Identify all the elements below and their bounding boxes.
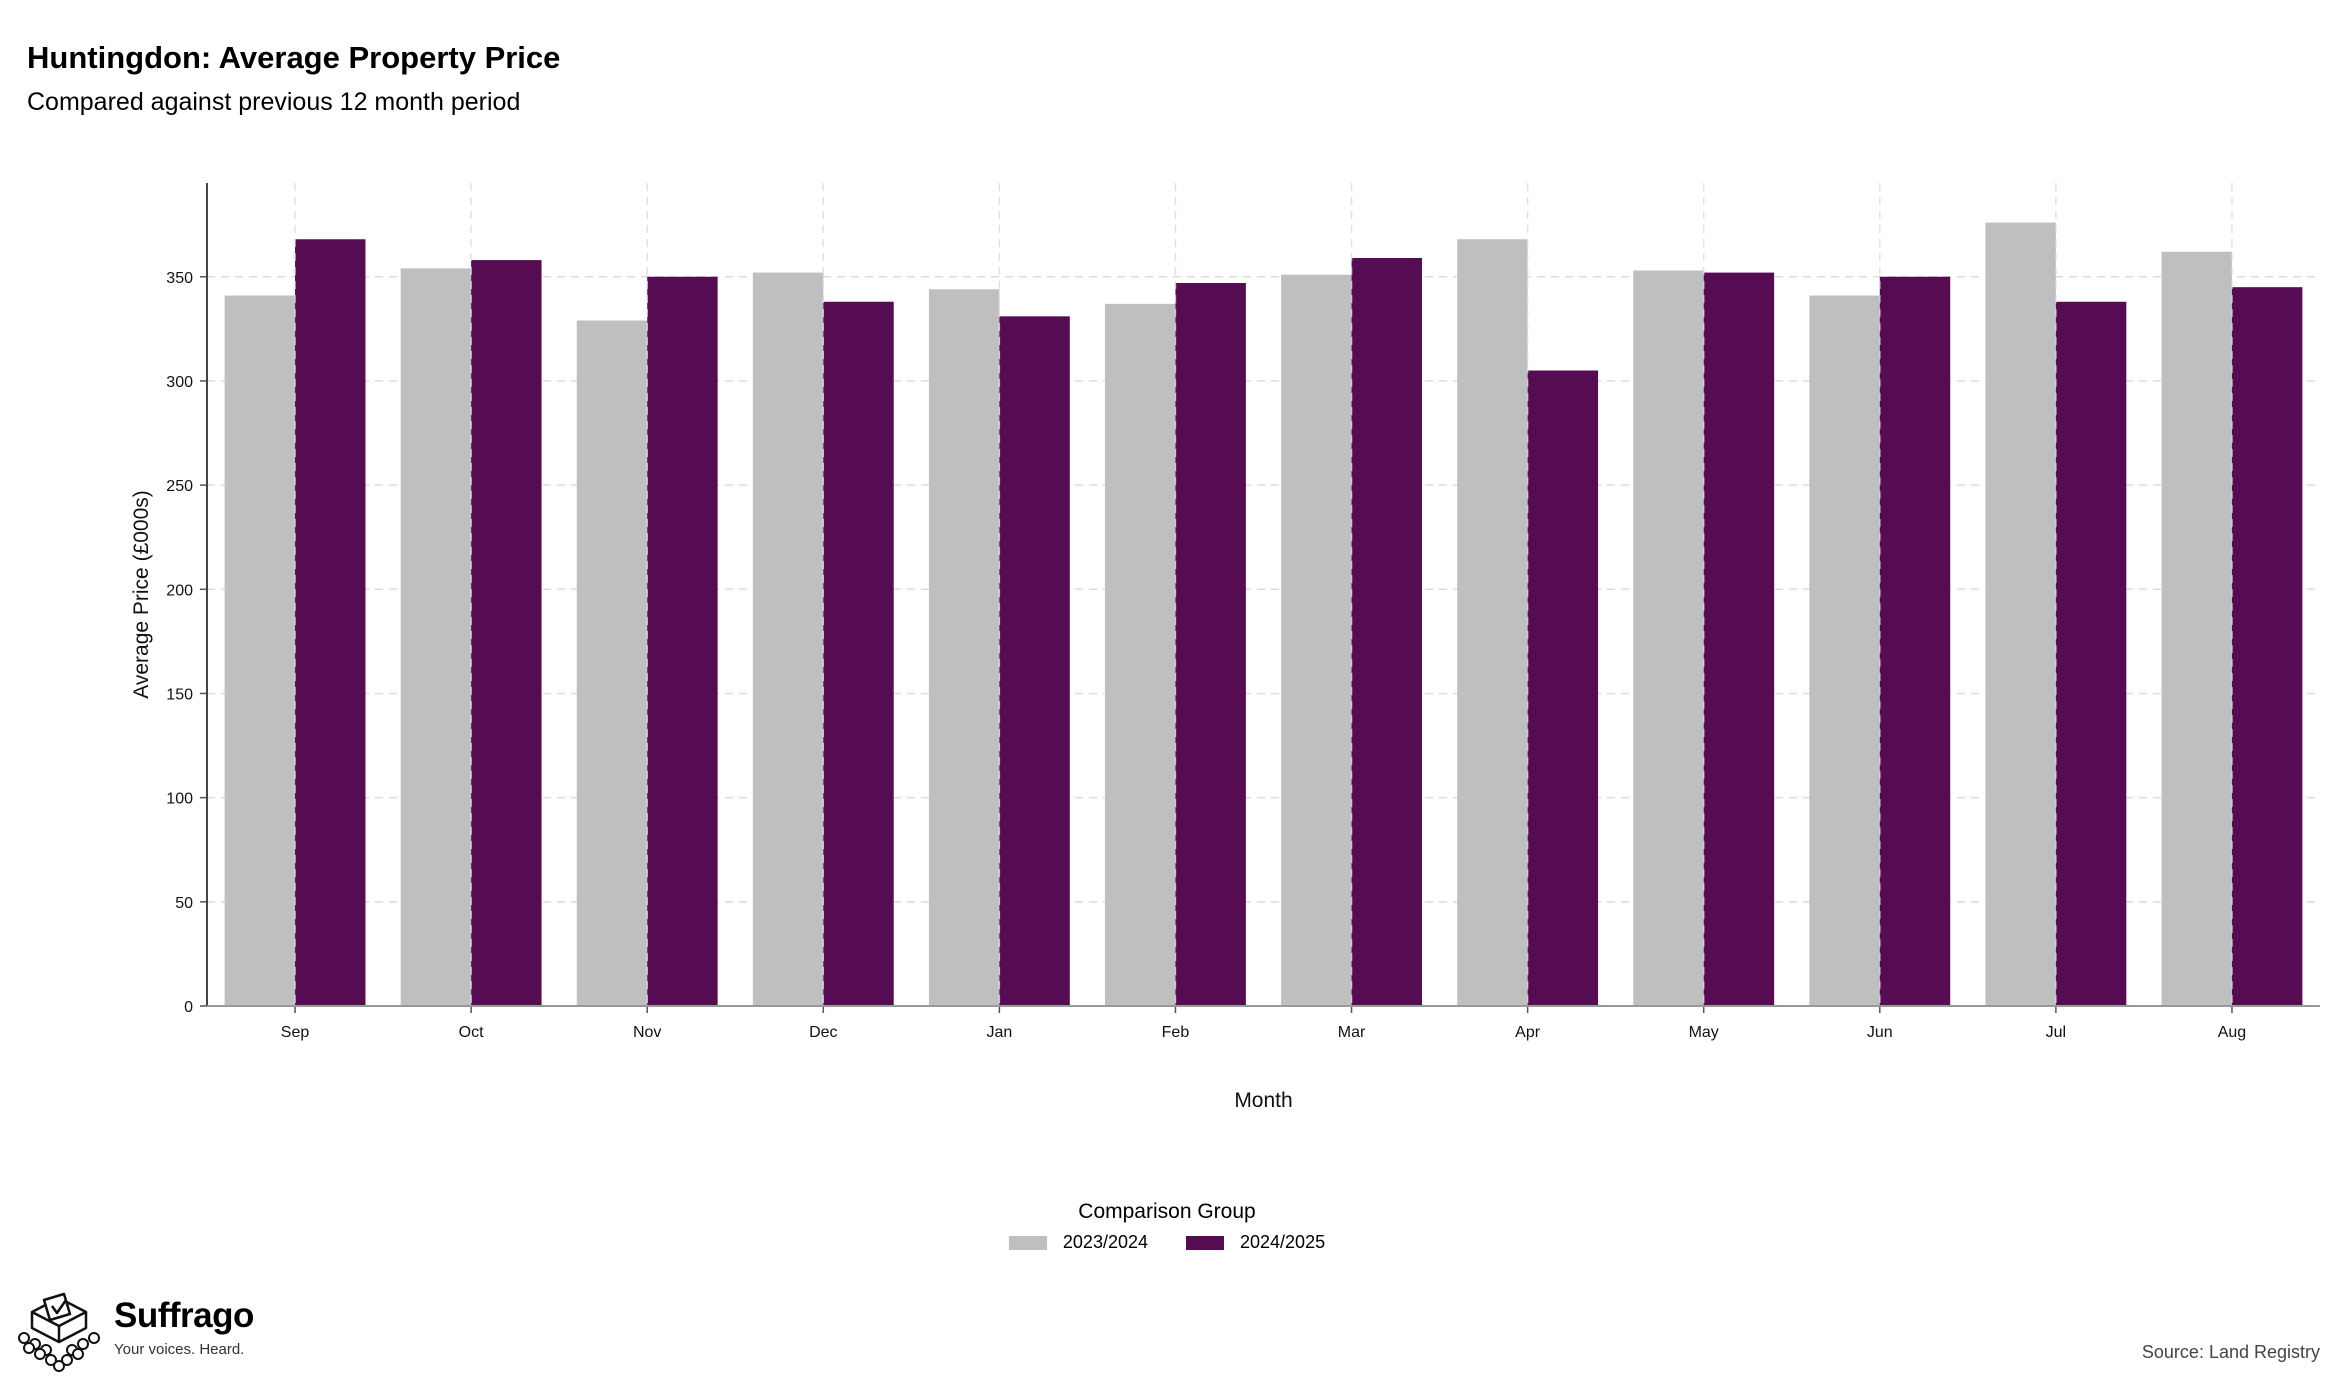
- bar-mar-2023-2024: [1281, 274, 1352, 1006]
- bar-jan-2023-2024: [928, 289, 1000, 1007]
- brand-tagline: Your voices. Heard.: [114, 1341, 245, 1358]
- x-tick-label: Dec: [809, 1024, 837, 1041]
- chart-subtitle: Compared against previous 12 month perio…: [27, 88, 521, 116]
- y-tick-label: 50: [175, 895, 193, 912]
- y-tick-label: 350: [166, 270, 193, 287]
- brand-name: Suffrago: [114, 1296, 254, 1335]
- bar-oct-2024-2025: [471, 260, 542, 1006]
- y-tick-label: 100: [166, 791, 193, 808]
- y-tick-label: 300: [166, 374, 193, 391]
- bar-jan-2024-2025: [999, 316, 1070, 1007]
- y-tick-label: 200: [166, 582, 193, 599]
- legend-items: 2023/2024 2024/2025: [0, 1232, 2334, 1253]
- bar-mar-2024-2025: [1351, 258, 1422, 1007]
- y-tick-label: 250: [166, 478, 193, 495]
- legend-swatch-2023-2024: [1008, 1235, 1047, 1250]
- y-tick-labels: 0 50 100 150 200 250 300 350: [166, 270, 193, 1016]
- legend-swatch-2024-2025: [1186, 1235, 1224, 1250]
- x-tick-label: Mar: [1338, 1024, 1366, 1041]
- bar-nov-2024-2025: [647, 276, 718, 1006]
- legend-label-2024-2025: 2024/2025: [1240, 1232, 1326, 1252]
- bar-oct-2023-2024: [400, 268, 472, 1007]
- bar-chart: 0 50 100 150 200 250 300 350 Sep Oct Nov Dec Jan Feb…: [130, 183, 2320, 1112]
- bar-apr-2023-2024: [1457, 239, 1528, 1007]
- x-tick-label: Jul: [2046, 1024, 2066, 1041]
- x-tick-label: Jan: [986, 1024, 1012, 1041]
- bar-jun-2024-2025: [1879, 276, 1951, 1006]
- chart-title: Huntingdon: Average Property Price: [27, 40, 561, 75]
- x-tick-label: May: [1689, 1024, 1719, 1041]
- x-tick-label: Feb: [1162, 1024, 1190, 1041]
- y-tick-label: 150: [166, 686, 193, 703]
- bar-jul-2024-2025: [2055, 301, 2127, 1006]
- x-tick-label: Jun: [1867, 1024, 1893, 1041]
- legend-label-2023-2024: 2023/2024: [1062, 1232, 1148, 1252]
- bar-dec-2023-2024: [752, 272, 824, 1006]
- bar-may-2024-2025: [1703, 272, 1775, 1006]
- bar-sep-2023-2024: [224, 295, 296, 1007]
- brand-logo: Suffrago Your voices. Heard.: [14, 1292, 254, 1377]
- bar-nov-2023-2024: [576, 320, 648, 1006]
- bar-aug-2024-2025: [2231, 287, 2303, 1006]
- x-tick-label: Oct: [459, 1024, 484, 1041]
- source-note: Source: Land Registry: [2141, 1342, 2320, 1362]
- x-tick-label: Apr: [1515, 1024, 1541, 1041]
- bar-apr-2024-2025: [1527, 370, 1599, 1006]
- bar-jul-2023-2024: [1985, 222, 2056, 1006]
- y-tick-label: 0: [184, 999, 193, 1016]
- vertical-grid-lines: [294, 183, 2233, 1006]
- bar-feb-2023-2024: [1105, 303, 1176, 1006]
- x-tick-labels: Sep Oct Nov Dec Jan Feb Mar Apr May Jun Jul Aug: [281, 1024, 2246, 1041]
- legend: Comparison Group 2023/2024 2024/2025: [0, 1200, 2334, 1253]
- x-tick-label: Sep: [281, 1024, 310, 1041]
- bar-dec-2024-2025: [823, 301, 894, 1006]
- y-axis-label: Average Price (£000s): [130, 490, 153, 699]
- ballot-box-icon: [14, 1292, 104, 1377]
- x-axis-label: Month: [1234, 1089, 1292, 1112]
- bars: [224, 222, 2303, 1007]
- x-tick-label: Aug: [2218, 1024, 2246, 1041]
- bar-jun-2023-2024: [1809, 295, 1880, 1007]
- x-tick-label: Nov: [633, 1024, 661, 1041]
- bar-aug-2023-2024: [2161, 251, 2232, 1006]
- legend-item-2023-2024: 2023/2024: [1008, 1232, 1148, 1253]
- axes: [200, 183, 2320, 1013]
- bar-may-2023-2024: [1633, 270, 1704, 1006]
- bar-feb-2024-2025: [1175, 283, 1246, 1006]
- legend-item-2024-2025: 2024/2025: [1186, 1232, 1325, 1253]
- bar-sep-2024-2025: [295, 239, 366, 1007]
- grid-lines: [207, 276, 2320, 903]
- legend-title: Comparison Group: [1078, 1200, 1256, 1223]
